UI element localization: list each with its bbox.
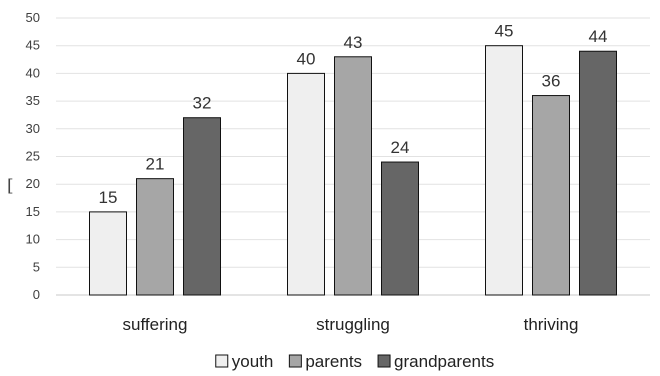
- data-label: 32: [193, 94, 212, 113]
- data-labels: 15 21 32 40 43 24 45 36 44: [99, 22, 608, 207]
- y-tick-label: 30: [26, 121, 40, 136]
- bar-youth-suffering: [89, 211, 127, 296]
- y-tick-label: 5: [33, 259, 40, 274]
- legend-label-grandparents: grandparents: [394, 352, 494, 371]
- data-label: 21: [146, 155, 165, 174]
- y-tick-label: 10: [26, 232, 40, 247]
- data-label: 45: [495, 22, 514, 41]
- bracket-mark: [: [7, 176, 14, 196]
- legend-swatch-grandparents: [377, 354, 391, 368]
- bar-parents-suffering: [136, 178, 174, 296]
- y-tick-label: 50: [26, 10, 40, 25]
- category-labels: suffering struggling thriving: [123, 315, 579, 334]
- bar-youth-thriving: [485, 45, 523, 296]
- legend-label-youth: youth: [232, 352, 274, 371]
- bar-parents-struggling: [334, 56, 372, 296]
- legend: youth parents grandparents: [215, 352, 494, 371]
- bar-youth-struggling: [287, 72, 325, 296]
- data-label: 43: [344, 33, 363, 52]
- data-label: 24: [391, 138, 410, 157]
- bar-grandparents-suffering: [183, 117, 221, 296]
- legend-swatch-parents: [288, 354, 302, 368]
- y-axis-ticks: 0 5 10 15 20 25 30 35 40 45 50: [26, 10, 40, 302]
- y-tick-label: 40: [26, 65, 40, 80]
- data-label: 40: [297, 49, 316, 68]
- bar-parents-thriving: [532, 95, 570, 296]
- y-tick-label: 45: [26, 38, 40, 53]
- legend-swatch-youth: [215, 354, 229, 368]
- y-tick-label: 15: [26, 204, 40, 219]
- data-label: 15: [99, 188, 118, 207]
- bars: [89, 45, 617, 296]
- y-tick-label: 35: [26, 93, 40, 108]
- data-label: 44: [589, 27, 608, 46]
- y-tick-label: 25: [26, 149, 40, 164]
- y-tick-label: 0: [33, 287, 40, 302]
- category-label: struggling: [316, 315, 390, 334]
- category-label: thriving: [524, 315, 579, 334]
- bar-grandparents-struggling: [381, 161, 419, 296]
- category-label: suffering: [123, 315, 188, 334]
- y-tick-label: 20: [26, 176, 40, 191]
- bar-grandparents-thriving: [579, 50, 617, 296]
- legend-label-parents: parents: [305, 352, 362, 371]
- data-label: 36: [542, 72, 561, 91]
